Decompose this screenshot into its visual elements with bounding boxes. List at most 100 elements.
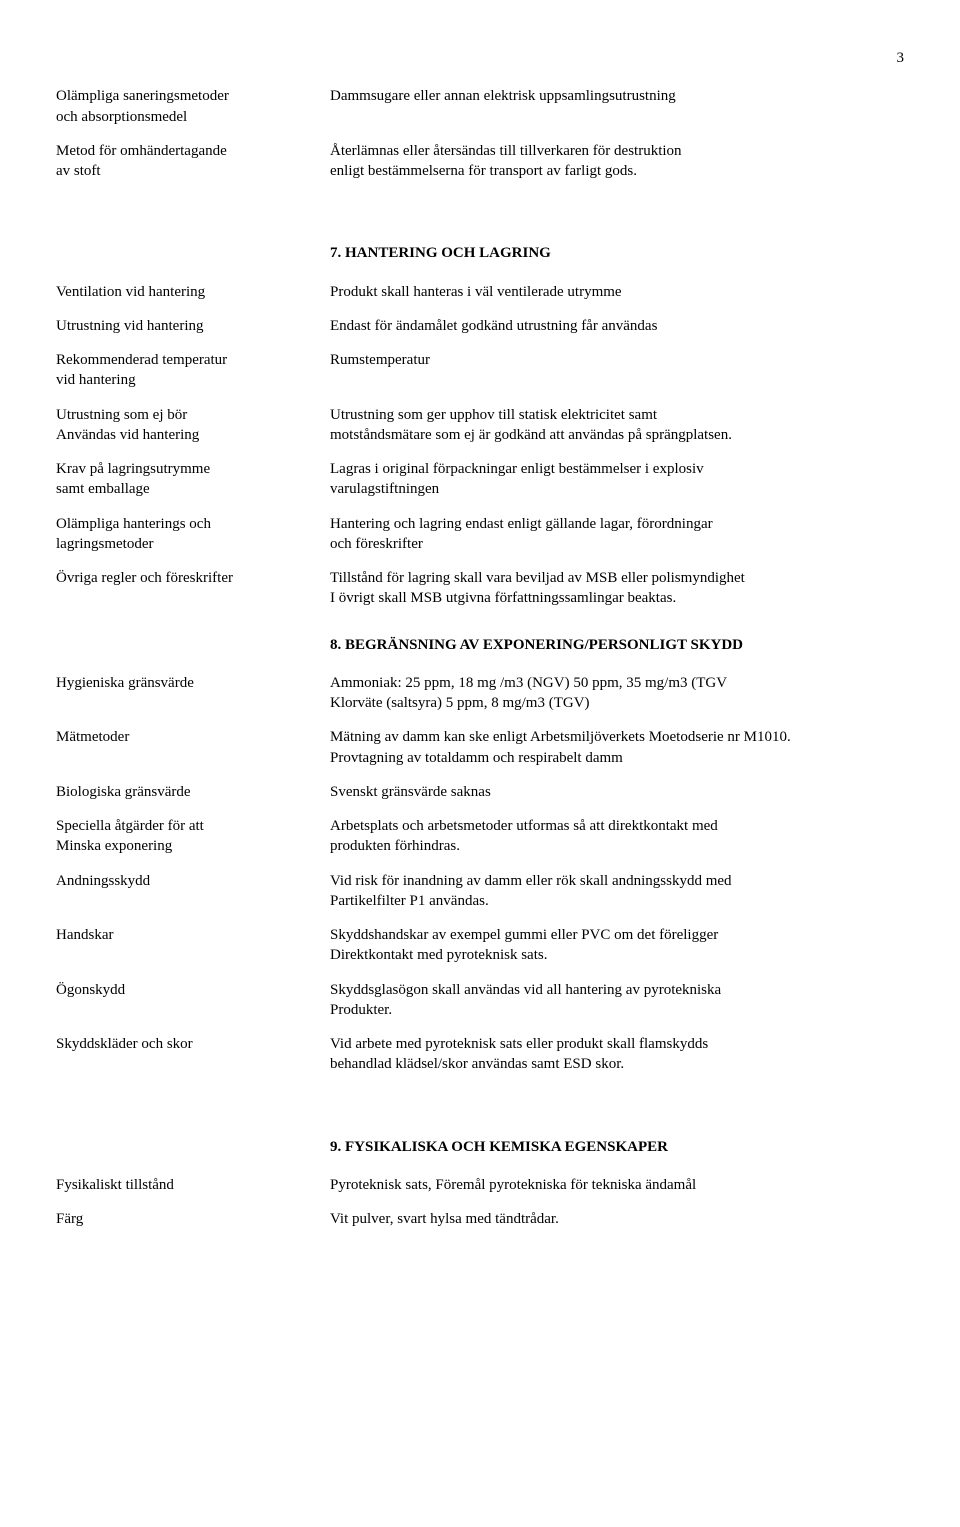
- definition-row: Olämpliga hanterings och lagringsmetoder…: [56, 514, 904, 555]
- section-8-heading: 8. BEGRÄNSNING AV EXPONERING/PERSONLIGT …: [56, 635, 904, 655]
- definition-label: Ventilation vid hantering: [56, 282, 330, 302]
- definition-row: Speciella åtgärder för att Minska expone…: [56, 816, 904, 857]
- label-line: Fysikaliskt tillstånd: [56, 1177, 174, 1193]
- definition-label: Färg: [56, 1209, 330, 1229]
- definition-value: Mätning av damm kan ske enligt Arbetsmil…: [330, 727, 904, 768]
- label-line: av stoft: [56, 163, 101, 179]
- definition-value: Hantering och lagring endast enligt gäll…: [330, 514, 904, 555]
- definition-row: Olämpliga saneringsmetoder och absorptio…: [56, 86, 904, 127]
- value-line: I övrigt skall MSB utgivna författningss…: [330, 590, 676, 606]
- definition-value: Återlämnas eller återsändas till tillver…: [330, 141, 904, 182]
- definition-row: Ögonskydd Skyddsglasögon skall användas …: [56, 980, 904, 1021]
- definition-row: Krav på lagringsutrymme samt emballage L…: [56, 459, 904, 500]
- section-7-heading: 7. HANTERING OCH LAGRING: [56, 243, 904, 263]
- definition-label: Olämpliga saneringsmetoder och absorptio…: [56, 86, 330, 127]
- definition-value: Vid arbete med pyroteknisk sats eller pr…: [330, 1034, 904, 1075]
- value-line: Rumstemperatur: [330, 352, 430, 368]
- definition-label: Biologiska gränsvärde: [56, 782, 330, 802]
- label-line: samt emballage: [56, 481, 150, 497]
- definition-value: Skyddsglasögon skall användas vid all ha…: [330, 980, 904, 1021]
- label-line: Skyddskläder och skor: [56, 1036, 193, 1052]
- label-line: Hygieniska gränsvärde: [56, 675, 194, 691]
- value-line: och föreskrifter: [330, 536, 423, 552]
- label-line: Handskar: [56, 927, 113, 943]
- label-line: vid hantering: [56, 372, 136, 388]
- label-line: Minska exponering: [56, 838, 172, 854]
- label-line: och absorptionsmedel: [56, 109, 187, 125]
- definition-value: Produkt skall hanteras i väl ventilerade…: [330, 282, 904, 302]
- value-line: behandlad klädsel/skor användas samt ESD…: [330, 1056, 624, 1072]
- value-line: Pyroteknisk sats, Föremål pyrotekniska f…: [330, 1177, 696, 1193]
- definition-label: Olämpliga hanterings och lagringsmetoder: [56, 514, 330, 555]
- definition-label: Metod för omhändertagande av stoft: [56, 141, 330, 182]
- definition-row: Ventilation vid hantering Produkt skall …: [56, 282, 904, 302]
- definition-row: Mätmetoder Mätning av damm kan ske enlig…: [56, 727, 904, 768]
- definition-label: Övriga regler och föreskrifter: [56, 568, 330, 609]
- definition-row: Utrustning vid hantering Endast för ända…: [56, 316, 904, 336]
- label-line: Speciella åtgärder för att: [56, 818, 204, 834]
- section-9-heading: 9. FYSIKALISKA OCH KEMISKA EGENSKAPER: [56, 1137, 904, 1157]
- value-line: Tillstånd för lagring skall vara bevilja…: [330, 570, 745, 586]
- definition-row: Biologiska gränsvärde Svenskt gränsvärde…: [56, 782, 904, 802]
- value-line: enligt bestämmelserna för transport av f…: [330, 163, 637, 179]
- definition-label: Mätmetoder: [56, 727, 330, 768]
- value-line: Produkter.: [330, 1002, 392, 1018]
- definition-value: Utrustning som ger upphov till statisk e…: [330, 405, 904, 446]
- value-line: Arbetsplats och arbetsmetoder utformas s…: [330, 818, 718, 834]
- definition-row: Skyddskläder och skor Vid arbete med pyr…: [56, 1034, 904, 1075]
- definition-row: Utrustning som ej bör Användas vid hante…: [56, 405, 904, 446]
- value-line: Vid arbete med pyroteknisk sats eller pr…: [330, 1036, 708, 1052]
- value-line: Återlämnas eller återsändas till tillver…: [330, 143, 682, 159]
- definition-value: Dammsugare eller annan elektrisk uppsaml…: [330, 86, 904, 127]
- definition-value: Vid risk för inandning av damm eller rök…: [330, 871, 904, 912]
- value-line: produkten förhindras.: [330, 838, 460, 854]
- value-line: motståndsmätare som ej är godkänd att an…: [330, 427, 732, 443]
- definition-value: Endast för ändamålet godkänd utrustning …: [330, 316, 904, 336]
- value-line: Dammsugare eller annan elektrisk uppsaml…: [330, 88, 676, 104]
- definition-row: Andningsskydd Vid risk för inandning av …: [56, 871, 904, 912]
- page-number: 3: [56, 48, 904, 68]
- label-line: Ögonskydd: [56, 982, 125, 998]
- definition-value: Ammoniak: 25 ppm, 18 mg /m3 (NGV) 50 ppm…: [330, 673, 904, 714]
- value-line: Skyddsglasögon skall användas vid all ha…: [330, 982, 721, 998]
- label-line: lagringsmetoder: [56, 536, 153, 552]
- value-line: Vid risk för inandning av damm eller rök…: [330, 873, 732, 889]
- definition-label: Speciella åtgärder för att Minska expone…: [56, 816, 330, 857]
- value-line: Ammoniak: 25 ppm, 18 mg /m3 (NGV) 50 ppm…: [330, 675, 727, 691]
- definition-value: Vit pulver, svart hylsa med tändtrådar.: [330, 1209, 904, 1229]
- definition-value: Pyroteknisk sats, Föremål pyrotekniska f…: [330, 1175, 904, 1195]
- definition-value: Tillstånd för lagring skall vara bevilja…: [330, 568, 904, 609]
- definition-row: Rekommenderad temperatur vid hantering R…: [56, 350, 904, 391]
- definition-value: Skyddshandskar av exempel gummi eller PV…: [330, 925, 904, 966]
- definition-row: Metod för omhändertagande av stoft Återl…: [56, 141, 904, 182]
- value-line: Skyddshandskar av exempel gummi eller PV…: [330, 927, 718, 943]
- value-line: Endast för ändamålet godkänd utrustning …: [330, 318, 657, 334]
- definition-value: Svenskt gränsvärde saknas: [330, 782, 904, 802]
- label-line: Ventilation vid hantering: [56, 284, 205, 300]
- label-line: Färg: [56, 1211, 83, 1227]
- definition-label: Skyddskläder och skor: [56, 1034, 330, 1075]
- definition-value: Arbetsplats och arbetsmetoder utformas s…: [330, 816, 904, 857]
- definition-value: Rumstemperatur: [330, 350, 904, 391]
- definition-label: Ögonskydd: [56, 980, 330, 1021]
- value-line: Mätning av damm kan ske enligt Arbetsmil…: [330, 729, 791, 745]
- label-line: Rekommenderad temperatur: [56, 352, 227, 368]
- definition-value: Lagras i original förpackningar enligt b…: [330, 459, 904, 500]
- label-line: Olämpliga saneringsmetoder: [56, 88, 229, 104]
- label-line: Krav på lagringsutrymme: [56, 461, 210, 477]
- value-line: Svenskt gränsvärde saknas: [330, 784, 491, 800]
- definition-row: Övriga regler och föreskrifter Tillstånd…: [56, 568, 904, 609]
- label-line: Olämpliga hanterings och: [56, 516, 211, 532]
- label-line: Övriga regler och föreskrifter: [56, 570, 233, 586]
- value-line: Provtagning av totaldamm och respirabelt…: [330, 750, 623, 766]
- label-line: Mätmetoder: [56, 729, 129, 745]
- definition-label: Krav på lagringsutrymme samt emballage: [56, 459, 330, 500]
- definition-row: Hygieniska gränsvärde Ammoniak: 25 ppm, …: [56, 673, 904, 714]
- definition-label: Utrustning vid hantering: [56, 316, 330, 336]
- definition-row: Fysikaliskt tillstånd Pyroteknisk sats, …: [56, 1175, 904, 1195]
- value-line: Utrustning som ger upphov till statisk e…: [330, 407, 657, 423]
- definition-label: Handskar: [56, 925, 330, 966]
- definition-label: Hygieniska gränsvärde: [56, 673, 330, 714]
- label-line: Metod för omhändertagande: [56, 143, 227, 159]
- value-line: Produkt skall hanteras i väl ventilerade…: [330, 284, 622, 300]
